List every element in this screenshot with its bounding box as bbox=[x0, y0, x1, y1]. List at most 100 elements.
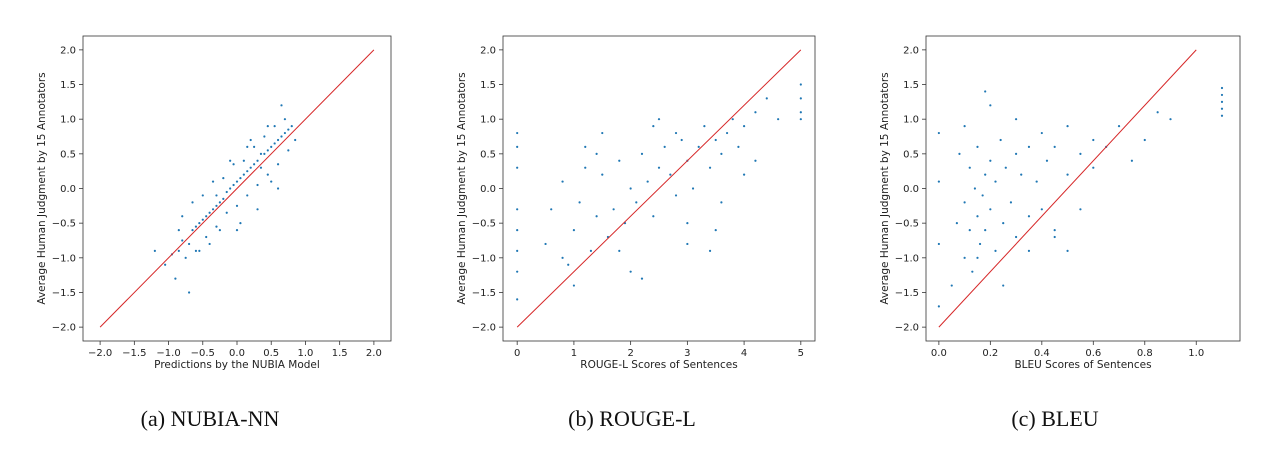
y-tick-label: 1.5 bbox=[60, 80, 76, 91]
data-point bbox=[276, 187, 280, 190]
data-point bbox=[235, 180, 239, 183]
data-point bbox=[652, 125, 655, 128]
data-point bbox=[516, 298, 519, 301]
y-tick-label: 1.5 bbox=[480, 80, 496, 91]
data-point bbox=[256, 208, 259, 211]
data-point bbox=[205, 215, 208, 218]
data-point bbox=[283, 131, 287, 135]
data-point bbox=[187, 242, 191, 246]
y-tick-label: −1.0 bbox=[895, 253, 919, 264]
data-point bbox=[1117, 125, 1121, 128]
x-tick-label: 0.8 bbox=[1137, 348, 1153, 359]
data-point bbox=[584, 145, 587, 149]
y-tick-label: 0.0 bbox=[903, 184, 919, 195]
data-point bbox=[1092, 166, 1095, 169]
data-point bbox=[708, 249, 712, 252]
data-point bbox=[937, 242, 940, 246]
data-point bbox=[253, 163, 256, 166]
data-point bbox=[976, 256, 979, 259]
y-tick-label: −2.0 bbox=[52, 323, 76, 334]
data-point bbox=[174, 277, 177, 280]
data-point bbox=[937, 131, 940, 135]
data-point bbox=[595, 152, 598, 155]
x-tick-label: 5 bbox=[798, 348, 804, 359]
y-tick-label: −1.0 bbox=[472, 253, 496, 264]
data-point bbox=[1040, 208, 1043, 211]
y-tick-label: −1.5 bbox=[895, 288, 919, 299]
data-point bbox=[981, 194, 984, 197]
data-point bbox=[1004, 166, 1007, 169]
data-point bbox=[242, 173, 245, 176]
x-tick-label: −2.0 bbox=[88, 348, 112, 359]
data-point bbox=[1079, 208, 1082, 211]
data-point bbox=[1066, 125, 1069, 128]
reference-line bbox=[938, 49, 1197, 328]
data-point bbox=[276, 138, 280, 142]
x-tick-label: 0.6 bbox=[1085, 348, 1101, 359]
data-point bbox=[232, 183, 235, 187]
data-point bbox=[674, 194, 678, 197]
data-point bbox=[270, 180, 273, 183]
x-tick-label: 3 bbox=[684, 348, 690, 359]
x-tick-label: 0.4 bbox=[1034, 348, 1050, 359]
y-tick-label: 2.0 bbox=[480, 45, 496, 56]
data-point bbox=[635, 201, 638, 204]
data-point bbox=[737, 145, 740, 149]
data-point bbox=[181, 239, 184, 242]
data-point bbox=[201, 218, 204, 221]
data-point bbox=[720, 201, 723, 204]
data-point bbox=[239, 177, 242, 180]
data-point bbox=[235, 228, 239, 232]
data-point bbox=[270, 145, 273, 149]
data-point bbox=[550, 208, 553, 211]
data-point bbox=[657, 118, 661, 121]
data-point bbox=[276, 163, 280, 166]
data-point bbox=[572, 228, 576, 232]
data-point bbox=[1092, 138, 1095, 142]
data-point bbox=[256, 159, 259, 162]
x-tick-label: 1.5 bbox=[332, 348, 348, 359]
data-point bbox=[218, 201, 221, 204]
data-point bbox=[181, 215, 184, 218]
x-axis-label: Predictions by the NUBIA Model bbox=[154, 359, 320, 371]
data-point bbox=[280, 104, 283, 107]
data-point bbox=[674, 131, 678, 135]
data-point bbox=[686, 222, 689, 225]
y-tick-label: 1.0 bbox=[60, 115, 76, 126]
data-point bbox=[249, 138, 252, 142]
data-point bbox=[799, 97, 802, 100]
data-point bbox=[994, 249, 997, 252]
y-tick-label: 0.0 bbox=[60, 184, 76, 195]
y-tick-label: −0.5 bbox=[52, 219, 76, 230]
data-point bbox=[680, 138, 683, 142]
data-point bbox=[652, 215, 655, 218]
data-point bbox=[629, 187, 632, 190]
y-tick-label: 2.0 bbox=[60, 45, 76, 56]
data-point bbox=[222, 197, 225, 200]
data-point bbox=[618, 249, 621, 252]
data-point bbox=[211, 180, 215, 183]
data-point bbox=[976, 145, 979, 149]
data-point bbox=[601, 173, 604, 176]
data-point bbox=[287, 149, 290, 152]
y-tick-label: −0.5 bbox=[472, 219, 496, 230]
y-axis-label: Average Human Judgment by 15 Annotators bbox=[456, 72, 468, 304]
data-point bbox=[516, 166, 519, 169]
x-axis-label: ROUGE-L Scores of Sentences bbox=[580, 359, 737, 371]
data-point bbox=[516, 131, 519, 135]
x-tick-label: −0.5 bbox=[191, 348, 215, 359]
x-tick-label: 0.2 bbox=[982, 348, 998, 359]
data-point bbox=[187, 291, 191, 294]
data-point bbox=[1066, 249, 1069, 252]
data-point bbox=[799, 111, 802, 114]
data-point bbox=[246, 194, 249, 197]
data-point bbox=[999, 138, 1002, 142]
data-point bbox=[516, 249, 519, 252]
data-point bbox=[742, 125, 746, 128]
data-point bbox=[1220, 114, 1224, 117]
data-point bbox=[1020, 173, 1023, 176]
caption-a: (a) NUBIA-NN bbox=[140, 406, 280, 431]
data-point bbox=[578, 201, 581, 204]
